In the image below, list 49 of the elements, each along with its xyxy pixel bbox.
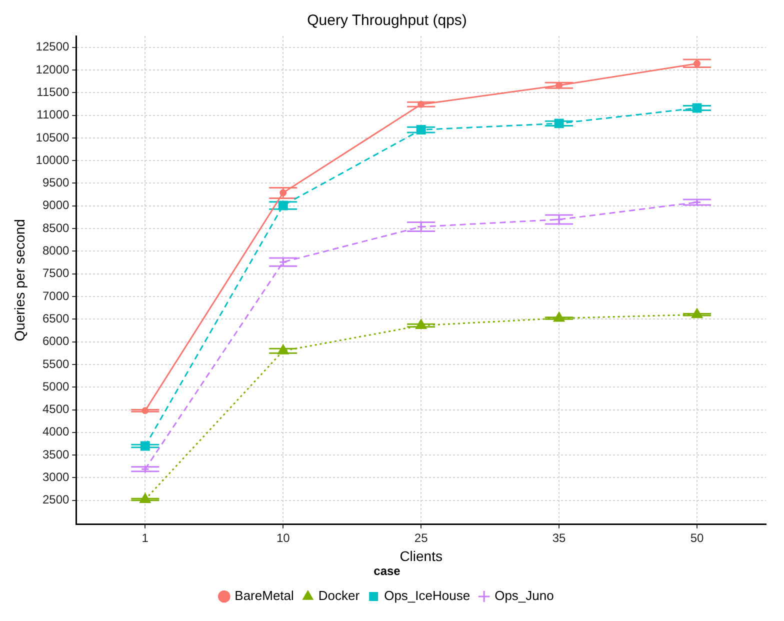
point — [556, 82, 563, 89]
legend-label: Ops_IceHouse — [384, 588, 470, 604]
y-tick-label: 4000 — [42, 424, 70, 439]
legend-label: Ops_Juno — [494, 588, 554, 604]
point — [139, 492, 151, 503]
legend-label: BareMetal — [234, 588, 294, 604]
point — [140, 441, 150, 451]
y-tick-label: 9000 — [42, 198, 70, 212]
y-tick-label: 8500 — [42, 220, 70, 235]
y-tick-label: 11500 — [36, 84, 70, 99]
y-tick-label: 5000 — [42, 379, 70, 394]
y-tick-label: 3000 — [42, 470, 70, 484]
y-tick-label: 10000 — [36, 152, 70, 167]
x-tick-label: 35 — [552, 530, 566, 545]
point — [416, 125, 426, 135]
x-tick-label: 50 — [690, 530, 704, 545]
point — [694, 60, 701, 68]
point — [277, 344, 289, 354]
y-tick-label: 5500 — [42, 356, 70, 371]
y-tick-label: 3500 — [42, 447, 70, 462]
point — [692, 103, 702, 113]
point — [553, 312, 565, 322]
y-tick-label: 7000 — [42, 288, 70, 303]
y-tick-label: 8000 — [42, 244, 70, 258]
y-tick-label: 10500 — [36, 130, 70, 144]
x-tick-label: 10 — [276, 530, 290, 545]
chart-title: Query Throughput (qps) — [307, 12, 467, 30]
legend-label: Docker — [318, 588, 360, 604]
point — [418, 100, 425, 108]
point — [554, 118, 564, 128]
legend-title: case — [374, 564, 401, 578]
y-tick-label: 6000 — [42, 334, 70, 348]
x-axis-title: Clients — [400, 548, 442, 564]
y-tick-label: 12500 — [36, 40, 70, 54]
y-tick-label: 9500 — [42, 176, 70, 190]
y-tick-label: 11000 — [36, 108, 70, 122]
y-axis-title: Queries per second — [11, 219, 28, 342]
point — [415, 319, 427, 330]
x-tick-label: 1 — [142, 530, 149, 545]
point — [278, 200, 288, 210]
y-tick-label: 7500 — [42, 266, 70, 280]
y-tick-label: 12000 — [36, 62, 70, 76]
point — [280, 189, 287, 196]
x-tick-label: 25 — [414, 530, 428, 545]
y-tick-label: 4500 — [42, 402, 70, 416]
y-tick-label: 6500 — [42, 311, 70, 326]
point — [142, 407, 149, 414]
point — [691, 308, 703, 318]
y-tick-label: 2500 — [42, 492, 70, 507]
